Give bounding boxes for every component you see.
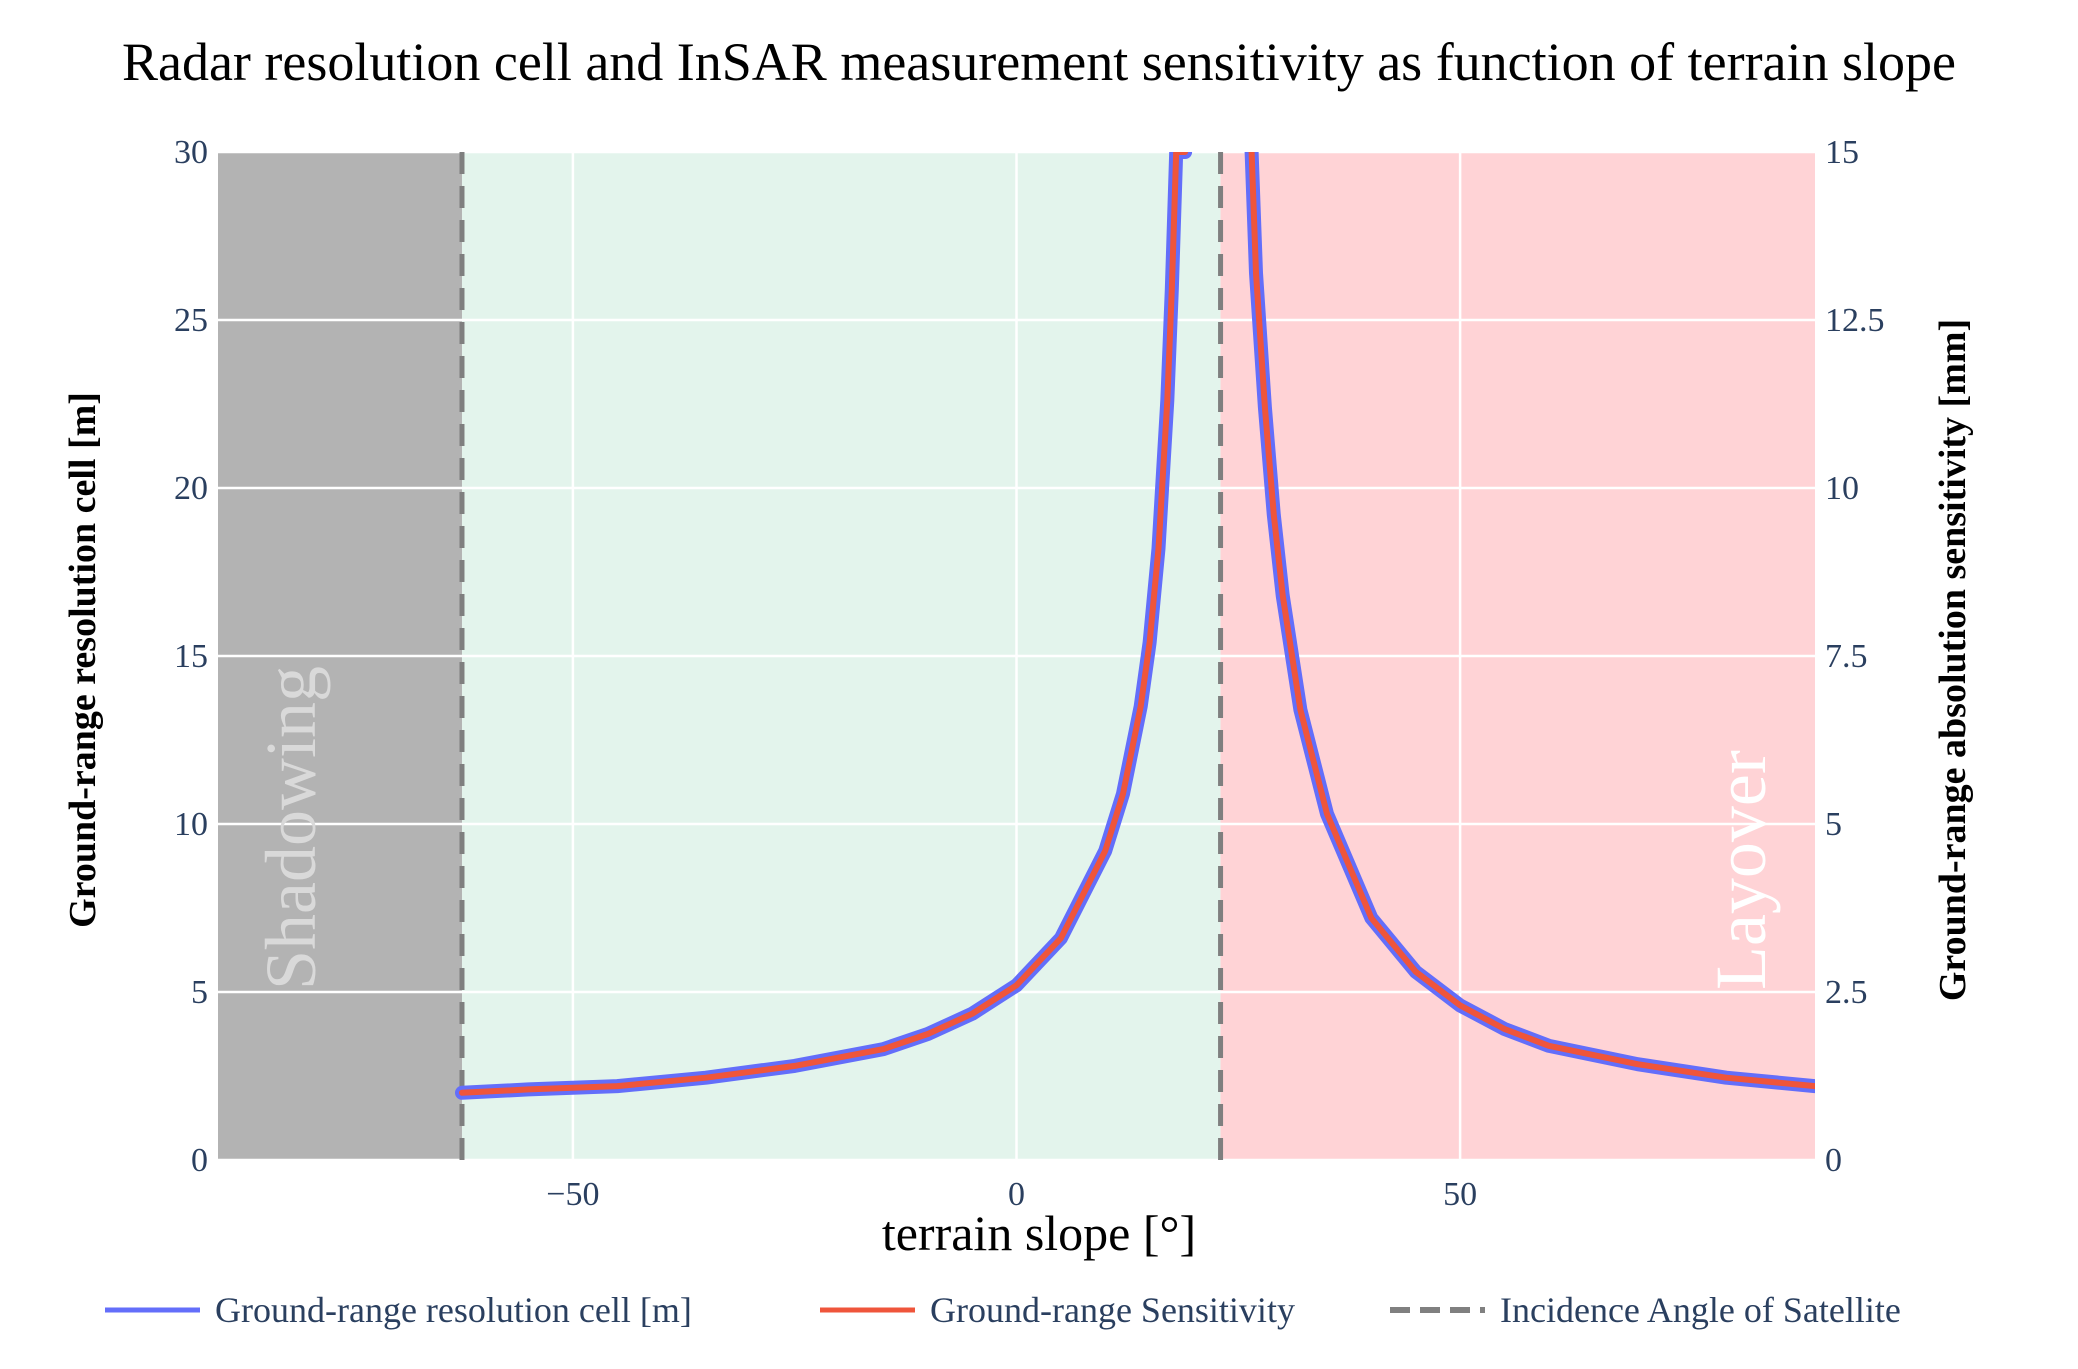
series-line-3 xyxy=(1248,152,1815,1090)
x-tick-label: −50 xyxy=(546,1176,599,1213)
y-right-tick-label: 2.5 xyxy=(1825,974,1868,1011)
y-axis-right-label: Ground-range absolution sensitivity [mm] xyxy=(1932,319,1974,1001)
y-right-tick-label: 0 xyxy=(1825,1142,1842,1179)
region-label-shadowing: Shadowing xyxy=(251,666,331,990)
y-left-tick-label: 5 xyxy=(191,974,208,1011)
series-layer xyxy=(455,152,1815,1100)
y-left-tick-label: 20 xyxy=(174,470,208,507)
y-left-tick-label: 30 xyxy=(174,134,208,171)
y-left-tick-label: 0 xyxy=(191,1142,208,1179)
y-right-tick-label: 12.5 xyxy=(1825,302,1885,339)
x-tick-label: 50 xyxy=(1443,1176,1477,1213)
y-right-tick-label: 10 xyxy=(1825,470,1859,507)
tick-labels: −50 0 50 0 5 10 15 20 25 30 0 2.5 5 7.5 10 12.5 15 xyxy=(174,134,1885,1213)
region-label-layover: Layover xyxy=(1701,750,1781,990)
y-right-tick-label: 7.5 xyxy=(1825,638,1868,675)
y-right-tick-label: 15 xyxy=(1825,134,1859,171)
x-tick-label: 0 xyxy=(1008,1176,1025,1213)
y-right-tick-label: 5 xyxy=(1825,806,1842,843)
y-axis-left-label: Ground-range resolution cell [m] xyxy=(62,392,104,928)
legend-item: Incidence Angle of Satellite xyxy=(1390,1290,1901,1330)
y-left-tick-label: 25 xyxy=(174,302,208,339)
legend-label: Ground-range Sensitivity xyxy=(930,1290,1295,1330)
legend-label: Ground-range resolution cell [m] xyxy=(215,1290,692,1330)
legend-label: Incidence Angle of Satellite xyxy=(1500,1290,1901,1330)
legend: Ground-range resolution cell [m] Ground-r… xyxy=(105,1290,1901,1330)
y-left-tick-label: 15 xyxy=(174,638,208,675)
y-left-tick-label: 10 xyxy=(174,806,208,843)
legend-item: Ground-range Sensitivity xyxy=(820,1290,1295,1330)
chart-title: Radar resolution cell and InSAR measurem… xyxy=(122,32,1956,92)
legend-item: Ground-range resolution cell [m] xyxy=(105,1290,692,1330)
x-axis-label: terrain slope [°] xyxy=(882,1205,1196,1261)
region-labels: Shadowing Layover xyxy=(251,666,1781,990)
series-line-1 xyxy=(459,152,1189,1096)
